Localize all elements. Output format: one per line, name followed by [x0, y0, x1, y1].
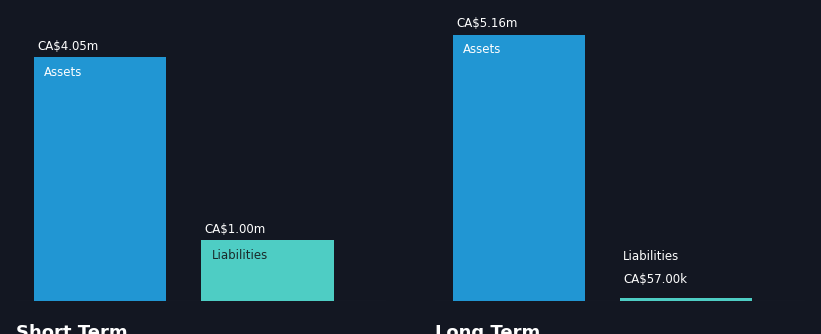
Text: Assets: Assets	[44, 66, 83, 79]
Bar	[201, 240, 333, 301]
Text: Long Term: Long Term	[435, 324, 540, 334]
Text: CA$5.16m: CA$5.16m	[456, 17, 517, 30]
Bar	[452, 35, 585, 301]
Text: CA$1.00m: CA$1.00m	[204, 223, 266, 236]
Text: Liabilities: Liabilities	[212, 249, 268, 262]
Text: Assets: Assets	[463, 43, 502, 56]
Text: Short Term: Short Term	[16, 324, 128, 334]
Bar	[34, 57, 167, 301]
Text: CA$57.00k: CA$57.00k	[623, 273, 687, 286]
Text: Liabilities: Liabilities	[623, 250, 680, 263]
Text: CA$4.05m: CA$4.05m	[37, 40, 99, 53]
Bar	[620, 298, 752, 301]
